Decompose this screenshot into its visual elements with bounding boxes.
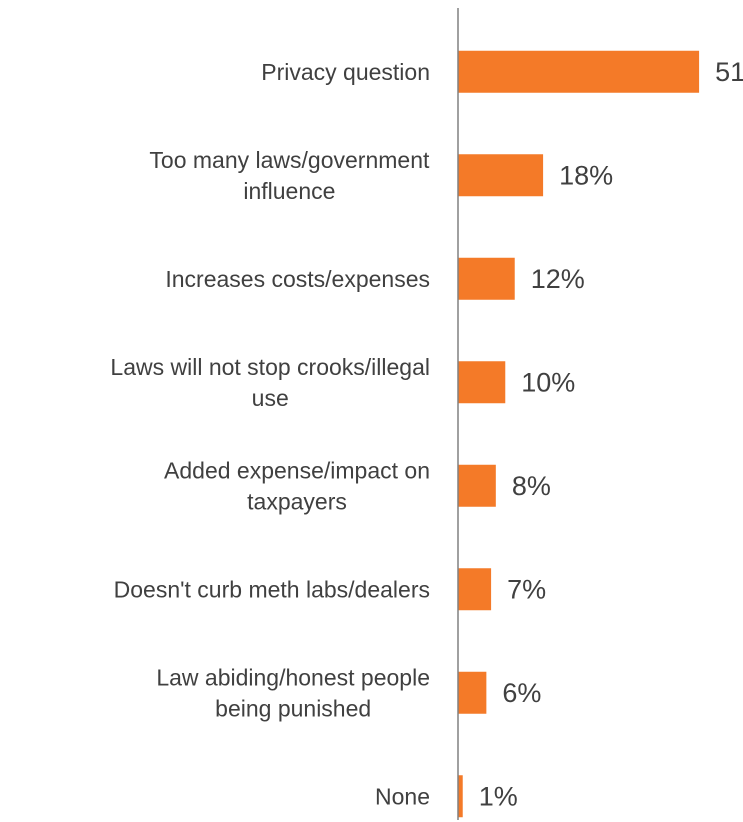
category-label: Privacy question bbox=[261, 59, 430, 85]
category-label-line: taxpayers bbox=[247, 488, 347, 514]
value-labels-group: 51% 18% 12% 10% 8% 7% 6% 1% bbox=[479, 57, 743, 812]
value-label: 51% bbox=[715, 57, 743, 87]
category-label-line: Privacy question bbox=[261, 59, 430, 85]
category-label: Increases costs/expenses bbox=[165, 266, 430, 292]
category-label: Added expense/impact on taxpayers bbox=[164, 457, 430, 514]
bar bbox=[458, 775, 463, 818]
category-label-line: use bbox=[252, 385, 289, 411]
bar bbox=[458, 568, 492, 611]
value-label: 10% bbox=[521, 367, 575, 397]
bar bbox=[458, 257, 515, 300]
category-label-line: Laws will not stop crooks/illegal bbox=[110, 354, 430, 380]
value-label: 1% bbox=[479, 781, 518, 811]
value-label: 6% bbox=[502, 678, 541, 708]
category-label: Too many laws/government influence bbox=[149, 147, 430, 204]
category-label: Laws will not stop crooks/illegal use bbox=[110, 354, 430, 411]
category-label-line: Law abiding/honest people bbox=[156, 664, 430, 690]
category-label: Doesn't curb meth labs/dealers bbox=[114, 576, 430, 602]
value-label: 8% bbox=[512, 471, 551, 501]
category-label: Law abiding/honest people being punished bbox=[156, 664, 430, 721]
category-label-line: Doesn't curb meth labs/dealers bbox=[114, 576, 430, 602]
category-label-line: Too many laws/government bbox=[149, 147, 430, 173]
category-label-line: Increases costs/expenses bbox=[165, 266, 430, 292]
value-label: 7% bbox=[507, 574, 546, 604]
category-label-line: influence bbox=[243, 178, 335, 204]
value-label: 12% bbox=[531, 264, 585, 294]
category-labels-group: Privacy question Too many laws/government… bbox=[110, 59, 430, 810]
bar bbox=[458, 361, 506, 404]
category-label-line: None bbox=[375, 783, 430, 809]
category-label-line: Added expense/impact on bbox=[164, 457, 430, 483]
bar bbox=[458, 464, 496, 507]
category-label: None bbox=[375, 783, 430, 809]
bar bbox=[458, 671, 487, 714]
bar bbox=[458, 154, 544, 197]
value-label: 18% bbox=[559, 160, 613, 190]
bar bbox=[458, 50, 700, 93]
category-label-line: being punished bbox=[215, 695, 371, 721]
bars-group bbox=[458, 50, 700, 818]
